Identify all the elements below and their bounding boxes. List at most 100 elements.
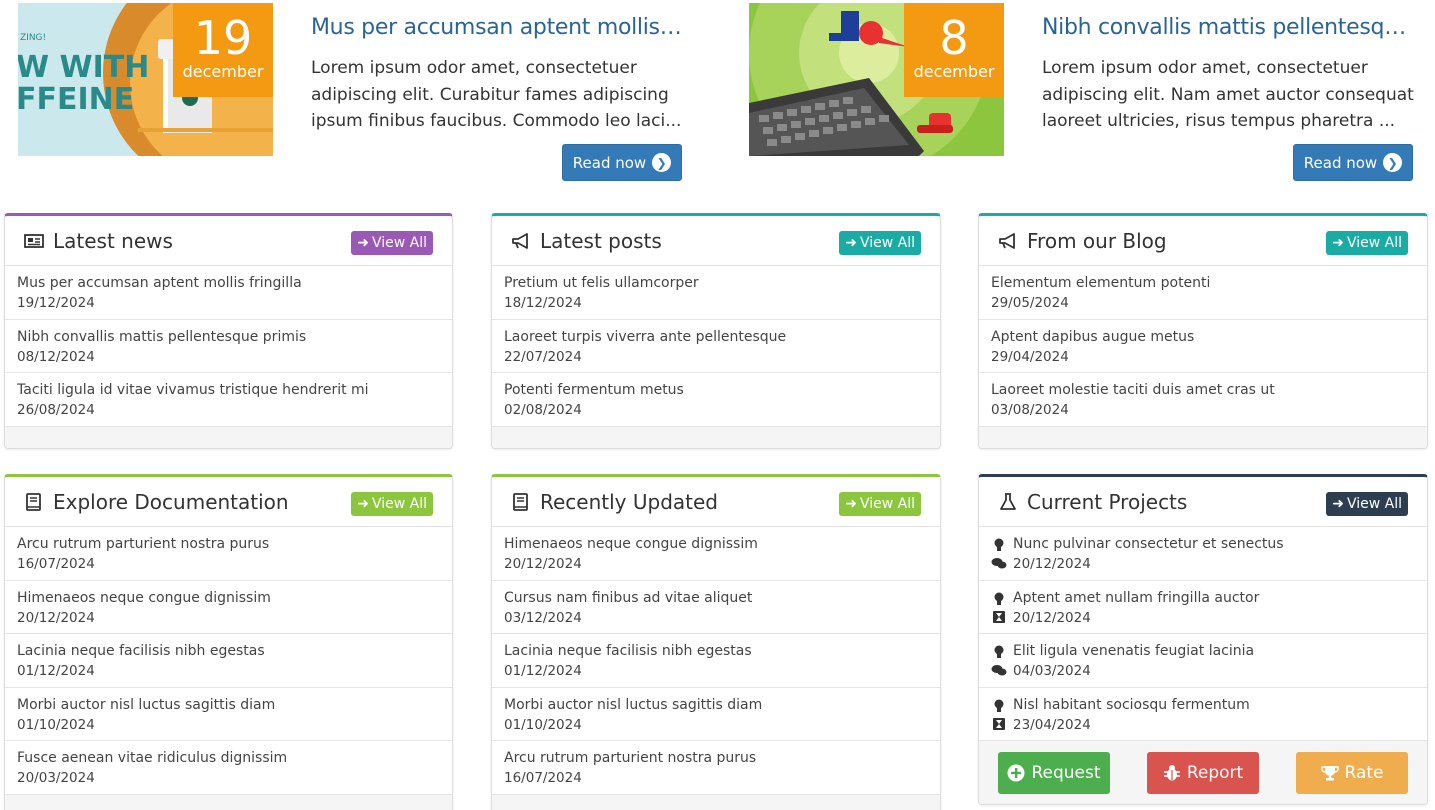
panel-footer [5,426,452,448]
list-item[interactable]: Elementum elementum potenti 29/05/2024 [979,266,1427,320]
panel-title: From our Blog [1027,229,1167,253]
list-item[interactable]: Mus per accumsan aptent mollis fringilla… [5,266,452,320]
arrow-right-icon: ➜ [1332,496,1344,512]
read-now-label: Read now [572,153,647,172]
panel-header: Latest posts ➜ View All [492,216,940,266]
thumb-text-1: ZING! [20,33,46,43]
list-item[interactable]: Morbi auctor nisl luctus sagittis diam 01… [5,688,452,741]
view-all-button[interactable]: ➜ View All [839,231,921,255]
list-item[interactable]: Arcu rutrum parturient nostra purus 16/07… [492,741,940,795]
svg-text:FFEINE: FFEINE [18,82,134,117]
list-item[interactable]: Laoreet molestie taciti duis amet cras u… [979,373,1427,427]
read-now-button[interactable]: Read now ❯ [562,144,682,181]
list-item[interactable]: Morbi auctor nisl luctus sagittis diam 01… [492,688,940,741]
panel-header: Current Projects ➜ View All [979,477,1427,527]
read-now-label: Read now [1303,153,1378,172]
panel-title: Current Projects [1027,490,1188,514]
view-all-button[interactable]: ➜ View All [1326,231,1408,255]
list-item[interactable]: Fusce aenean vitae ridiculus dignissim 20… [5,741,452,795]
date-day: 19 [193,11,253,65]
bullhorn-icon [512,233,528,249]
list-item[interactable]: Himenaeos neque congue dignissim 20/12/20… [492,527,940,581]
article-title[interactable]: Nibh convallis mattis pellentesque... [1042,15,1414,40]
trophy-icon [1320,766,1339,781]
project-item[interactable]: Aptent amet nullam fringilla auctor 20/1… [979,581,1427,634]
view-all-button[interactable]: ➜ View All [351,231,433,255]
project-actions: Request Report Rate [979,741,1427,804]
view-all-button[interactable]: ➜ View All [1326,492,1408,516]
rate-button[interactable]: Rate [1296,752,1408,794]
chevron-right-circle-icon: ❯ [652,153,672,172]
date-badge: 19 december [173,3,273,97]
list-item[interactable]: Potenti fermentum metus 02/08/2024 [492,373,940,427]
panel-footer [492,794,940,810]
panel-header: From our Blog ➜ View All [979,216,1427,266]
panel-title: Latest news [53,229,173,253]
arrow-right-icon: ➜ [357,496,369,512]
article-excerpt: Lorem ipsum odor amet, consectetuer adip… [311,58,682,131]
lightbulb-icon [994,592,1004,605]
view-all-button[interactable]: ➜ View All [351,492,433,516]
list-item[interactable]: Laoreet turpis viverra ante pellentesque… [492,320,940,373]
panel-title: Latest posts [540,229,662,253]
list-item[interactable]: Lacinia neque facilisis nibh egestas 01/1… [492,634,940,688]
arrow-right-icon: ➜ [357,235,369,251]
view-all-label: View All [859,496,915,512]
view-all-button[interactable]: ➜ View All [839,492,921,516]
recently-updated-panel: Recently Updated ➜ View All Himenaeos neq… [491,474,941,810]
list-item[interactable]: Pretium ut felis ullamcorper 18/12/2024 [492,266,940,320]
flask-icon [1000,493,1016,510]
project-item[interactable]: Nisl habitant sociosqu fermentum 23/04/2… [979,688,1427,741]
list-item[interactable]: Cursus nam finibus ad vitae aliquet 03/12… [492,581,940,634]
list-item[interactable]: Taciti ligula id vitae vivamus tristique… [5,373,452,427]
lightbulb-icon [994,645,1004,658]
lightbulb-icon [994,699,1004,712]
article-excerpt: Lorem ipsum odor amet, consectetuer adip… [1042,58,1414,131]
latest-news-panel: Latest news ➜ View All Mus per accumsan a… [4,213,453,449]
project-item[interactable]: Nunc pulvinar consectetur et senectus 20… [979,527,1427,581]
read-now-button[interactable]: Read now ❯ [1293,144,1413,181]
featured-article-2: 8 december Nibh convallis mattis pellent… [749,3,1414,183]
chevron-right-circle-icon: ❯ [1383,153,1403,172]
list-item[interactable]: Himenaeos neque congue dignissim 20/12/20… [5,581,452,634]
comments-icon [991,665,1007,676]
book-icon [26,493,41,511]
date-day: 8 [939,11,969,65]
hourglass-icon [993,717,1005,730]
list-item[interactable]: Nibh convallis mattis pellentesque primi… [5,320,452,373]
arrow-right-icon: ➜ [1332,235,1344,251]
featured-article-1: ZING! W WITH FFEINE 19 december Mus per … [18,3,683,183]
lightbulb-icon [994,538,1004,551]
view-all-label: View All [859,235,915,251]
panel-title: Explore Documentation [53,490,289,514]
arrow-right-icon: ➜ [845,235,857,251]
date-badge: 8 december [904,3,1004,97]
list-item[interactable]: Arcu rutrum parturient nostra purus 16/07… [5,527,452,581]
comments-icon [991,558,1007,569]
bug-icon [1163,765,1180,781]
panel-footer [492,426,940,448]
panel-header: Recently Updated ➜ View All [492,477,940,527]
hourglass-icon [993,610,1005,623]
report-button[interactable]: Report [1147,752,1259,794]
request-button[interactable]: Request [998,752,1110,794]
panel-title: Recently Updated [540,490,718,514]
current-projects-panel: Current Projects ➜ View All Nunc pulvinar… [978,474,1428,805]
blog-panel: From our Blog ➜ View All Elementum elemen… [978,213,1428,449]
arrow-right-icon: ➜ [845,496,857,512]
latest-posts-panel: Latest posts ➜ View All Pretium ut felis … [491,213,941,449]
date-month: december [913,62,995,81]
panel-header: Latest news ➜ View All [5,216,452,266]
view-all-label: View All [1346,235,1402,251]
book-icon [513,493,528,511]
project-item[interactable]: Elit ligula venenatis feugiat lacinia 04… [979,634,1427,688]
article-title[interactable]: Mus per accumsan aptent mollis fr... [311,15,683,40]
documentation-panel: Explore Documentation ➜ View All Arcu rut… [4,474,453,810]
svg-text:W WITH: W WITH [18,50,149,85]
plus-circle-icon [1007,764,1025,782]
panel-header: Explore Documentation ➜ View All [5,477,452,527]
list-item[interactable]: Aptent dapibus augue metus 29/04/2024 [979,320,1427,373]
view-all-label: View All [371,235,427,251]
date-month: december [182,62,264,81]
list-item[interactable]: Lacinia neque facilisis nibh egestas 01/1… [5,634,452,688]
